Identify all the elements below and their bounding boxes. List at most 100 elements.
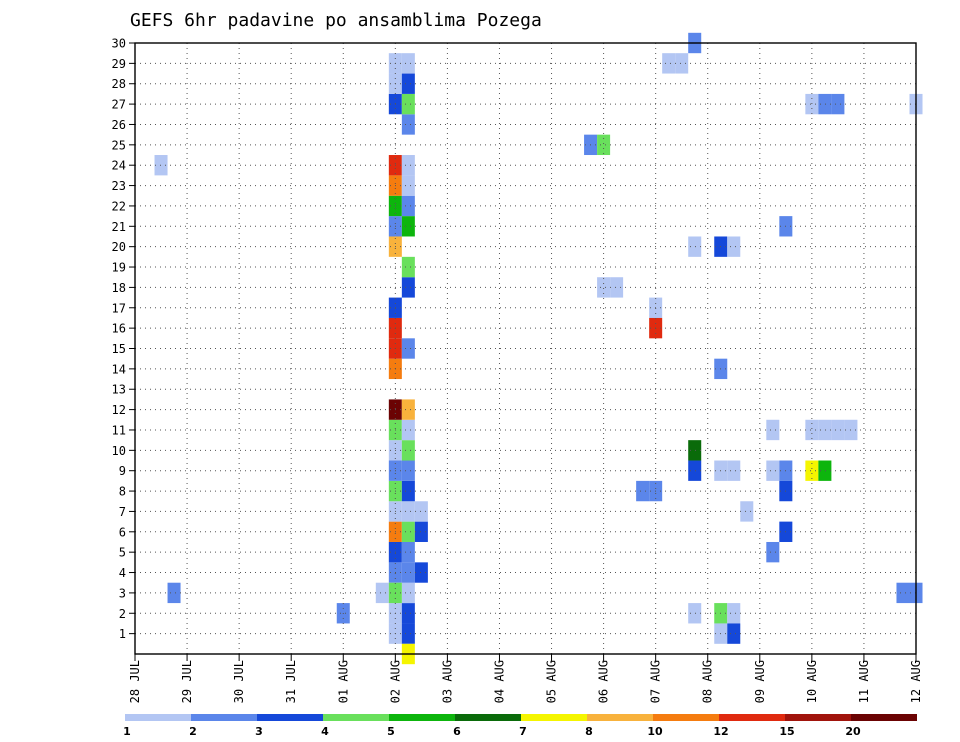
heatmap-cell [727, 603, 741, 624]
y-tick-label: 25 [112, 138, 126, 152]
y-tick-label: 30 [112, 37, 126, 51]
heatmap-cell [818, 419, 832, 441]
heatmap-cell [805, 93, 819, 115]
x-tick-label: 06 AUG [597, 660, 611, 703]
colorbar-label: 6 [453, 725, 461, 738]
heatmap-cell [805, 419, 819, 441]
chart-title: GEFS 6hr padavine po ansamblima Pozega [130, 10, 542, 31]
y-tick-label: 9 [119, 464, 126, 478]
heatmap-cell [414, 501, 428, 522]
heatmap-cell [401, 155, 415, 176]
heatmap-cell [610, 277, 624, 298]
colorbar-swatch [653, 714, 719, 721]
colorbar-label: 10 [647, 725, 663, 738]
y-tick-label: 26 [112, 118, 126, 132]
y-tick-label: 17 [112, 301, 126, 315]
heatmap-cell [831, 93, 845, 115]
heatmap-cell [401, 338, 415, 359]
heatmap-cell [636, 480, 650, 502]
x-tick-label: 09 AUG [753, 660, 767, 703]
y-tick-label: 6 [119, 525, 126, 539]
heatmap-cell [401, 480, 415, 502]
heatmap-cell [727, 623, 741, 644]
heatmap-cell [401, 256, 415, 278]
y-tick-label: 12 [112, 403, 126, 417]
y-tick-label: 8 [119, 485, 126, 499]
heatmap-cell [896, 582, 910, 604]
heatmap-cell [818, 460, 832, 481]
colorbar-label: 2 [189, 725, 197, 738]
heatmap-cell [401, 73, 415, 94]
heatmap-cell [401, 440, 415, 461]
heatmap-cell [401, 603, 415, 624]
colorbar-swatch [785, 714, 851, 721]
x-axis: 28 JUL 29 JUL 30 JUL 31 JUL 01 AUG 02 AUG 03 A… [128, 654, 923, 703]
heatmap-cell [688, 460, 702, 481]
y-tick-label: 1 [119, 627, 126, 641]
heatmap-cell [375, 582, 389, 604]
heatmap-cell [688, 603, 702, 624]
heatmap-cell [401, 419, 415, 441]
heatmap-cell [688, 440, 702, 461]
y-tick-label: 22 [112, 199, 126, 213]
x-tick-label: 07 AUG [649, 660, 663, 703]
heatmap-cell [597, 134, 611, 156]
heatmap-cell [401, 541, 415, 563]
heatmap-cell [401, 53, 415, 74]
heatmap-cell [662, 53, 676, 74]
heatmap-cell [766, 419, 780, 441]
heatmap-cell [154, 155, 168, 176]
heatmap-cell [401, 277, 415, 298]
x-tick-label: 08 AUG [701, 660, 715, 703]
heatmap-cell [401, 521, 415, 542]
y-tick-label: 11 [112, 423, 126, 437]
colorbar-swatch [191, 714, 257, 721]
colorbar-swatch [719, 714, 785, 721]
colorbar-swatch [257, 714, 323, 721]
heatmap-cell [675, 53, 689, 74]
heatmap-cell [414, 562, 428, 583]
x-tick-label: 05 AUG [545, 660, 559, 703]
heatmap-cell [766, 460, 780, 481]
heatmap-cell [401, 460, 415, 481]
x-tick-label: 03 AUG [440, 660, 454, 703]
heatmap-cell [727, 460, 741, 481]
heatmap-cell [831, 419, 845, 441]
colorbar-label: 3 [255, 725, 263, 738]
y-tick-label: 16 [112, 322, 126, 336]
y-tick-label: 2 [119, 607, 126, 621]
heatmap-cell [805, 460, 819, 481]
x-tick-label: 04 AUG [492, 660, 506, 703]
heatmap-cell [401, 562, 415, 583]
y-tick-label: 28 [112, 77, 126, 91]
x-tick-label: 11 AUG [857, 660, 871, 703]
x-tick-label: 28 JUL [128, 660, 142, 703]
colorbar-label: 4 [321, 725, 329, 738]
heatmap-cell [401, 175, 415, 196]
y-tick-label: 24 [112, 159, 126, 173]
heatmap-cell [727, 236, 741, 257]
colorbar-label: 7 [519, 725, 527, 738]
colorbar-swatch [389, 714, 455, 721]
colorbar-swatch [521, 714, 587, 721]
y-tick-label: 29 [112, 57, 126, 71]
colorbar-label: 20 [845, 725, 861, 738]
y-tick-label: 21 [112, 220, 126, 234]
x-tick-label: 30 JUL [232, 660, 246, 703]
heatmap-cell [401, 195, 415, 217]
y-tick-label: 27 [112, 98, 126, 112]
heatmap-cell [401, 216, 415, 237]
heatmap-cell [401, 501, 415, 522]
y-tick-label: 5 [119, 546, 126, 560]
heatmap-cell [401, 582, 415, 604]
heatmap-cell [167, 582, 181, 604]
x-tick-label: 02 AUG [388, 660, 402, 703]
heatmap-cell [766, 541, 780, 563]
y-tick-label: 3 [119, 586, 126, 600]
y-tick-label: 4 [119, 566, 126, 580]
y-tick-label: 10 [112, 444, 126, 458]
y-tick-label: 20 [112, 240, 126, 254]
heatmap-cell [401, 399, 415, 420]
colorbar-label: 1 [123, 725, 131, 738]
